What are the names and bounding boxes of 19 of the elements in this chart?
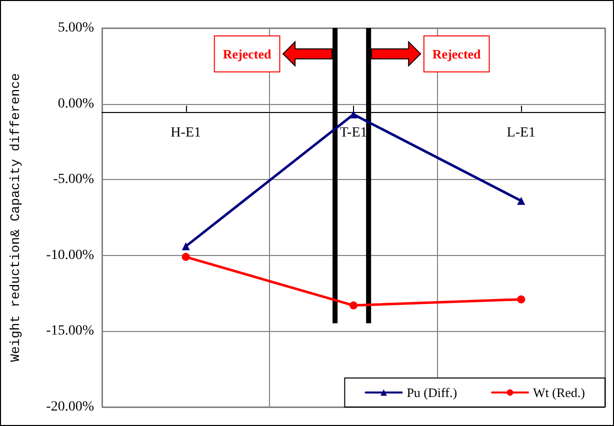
point [517, 295, 526, 304]
y-tick-label: -10.00% [46, 248, 94, 263]
legend-label: Pu (Diff.) [406, 385, 458, 400]
y-tick-label: -15.00% [46, 324, 94, 339]
annotation: Rejected [222, 46, 272, 62]
y-tick-label: -5.00% [53, 172, 94, 188]
y-tick-label: 5.00% [58, 20, 94, 36]
x-tick-label: L-E1 [506, 125, 536, 140]
y-tick-label: 0.00% [58, 96, 94, 112]
annotation: Rejected [432, 46, 482, 62]
point [182, 242, 190, 250]
y-tick-label: -20.00% [46, 400, 94, 414]
x-tick-label: H-E1 [170, 125, 201, 140]
point [517, 196, 526, 205]
point [350, 110, 358, 118]
point [182, 252, 190, 261]
legend-label: Wt (Red.) [533, 385, 586, 400]
point [350, 301, 358, 310]
y-axis-title: Weight reduction& Capacity difference [8, 73, 23, 362]
